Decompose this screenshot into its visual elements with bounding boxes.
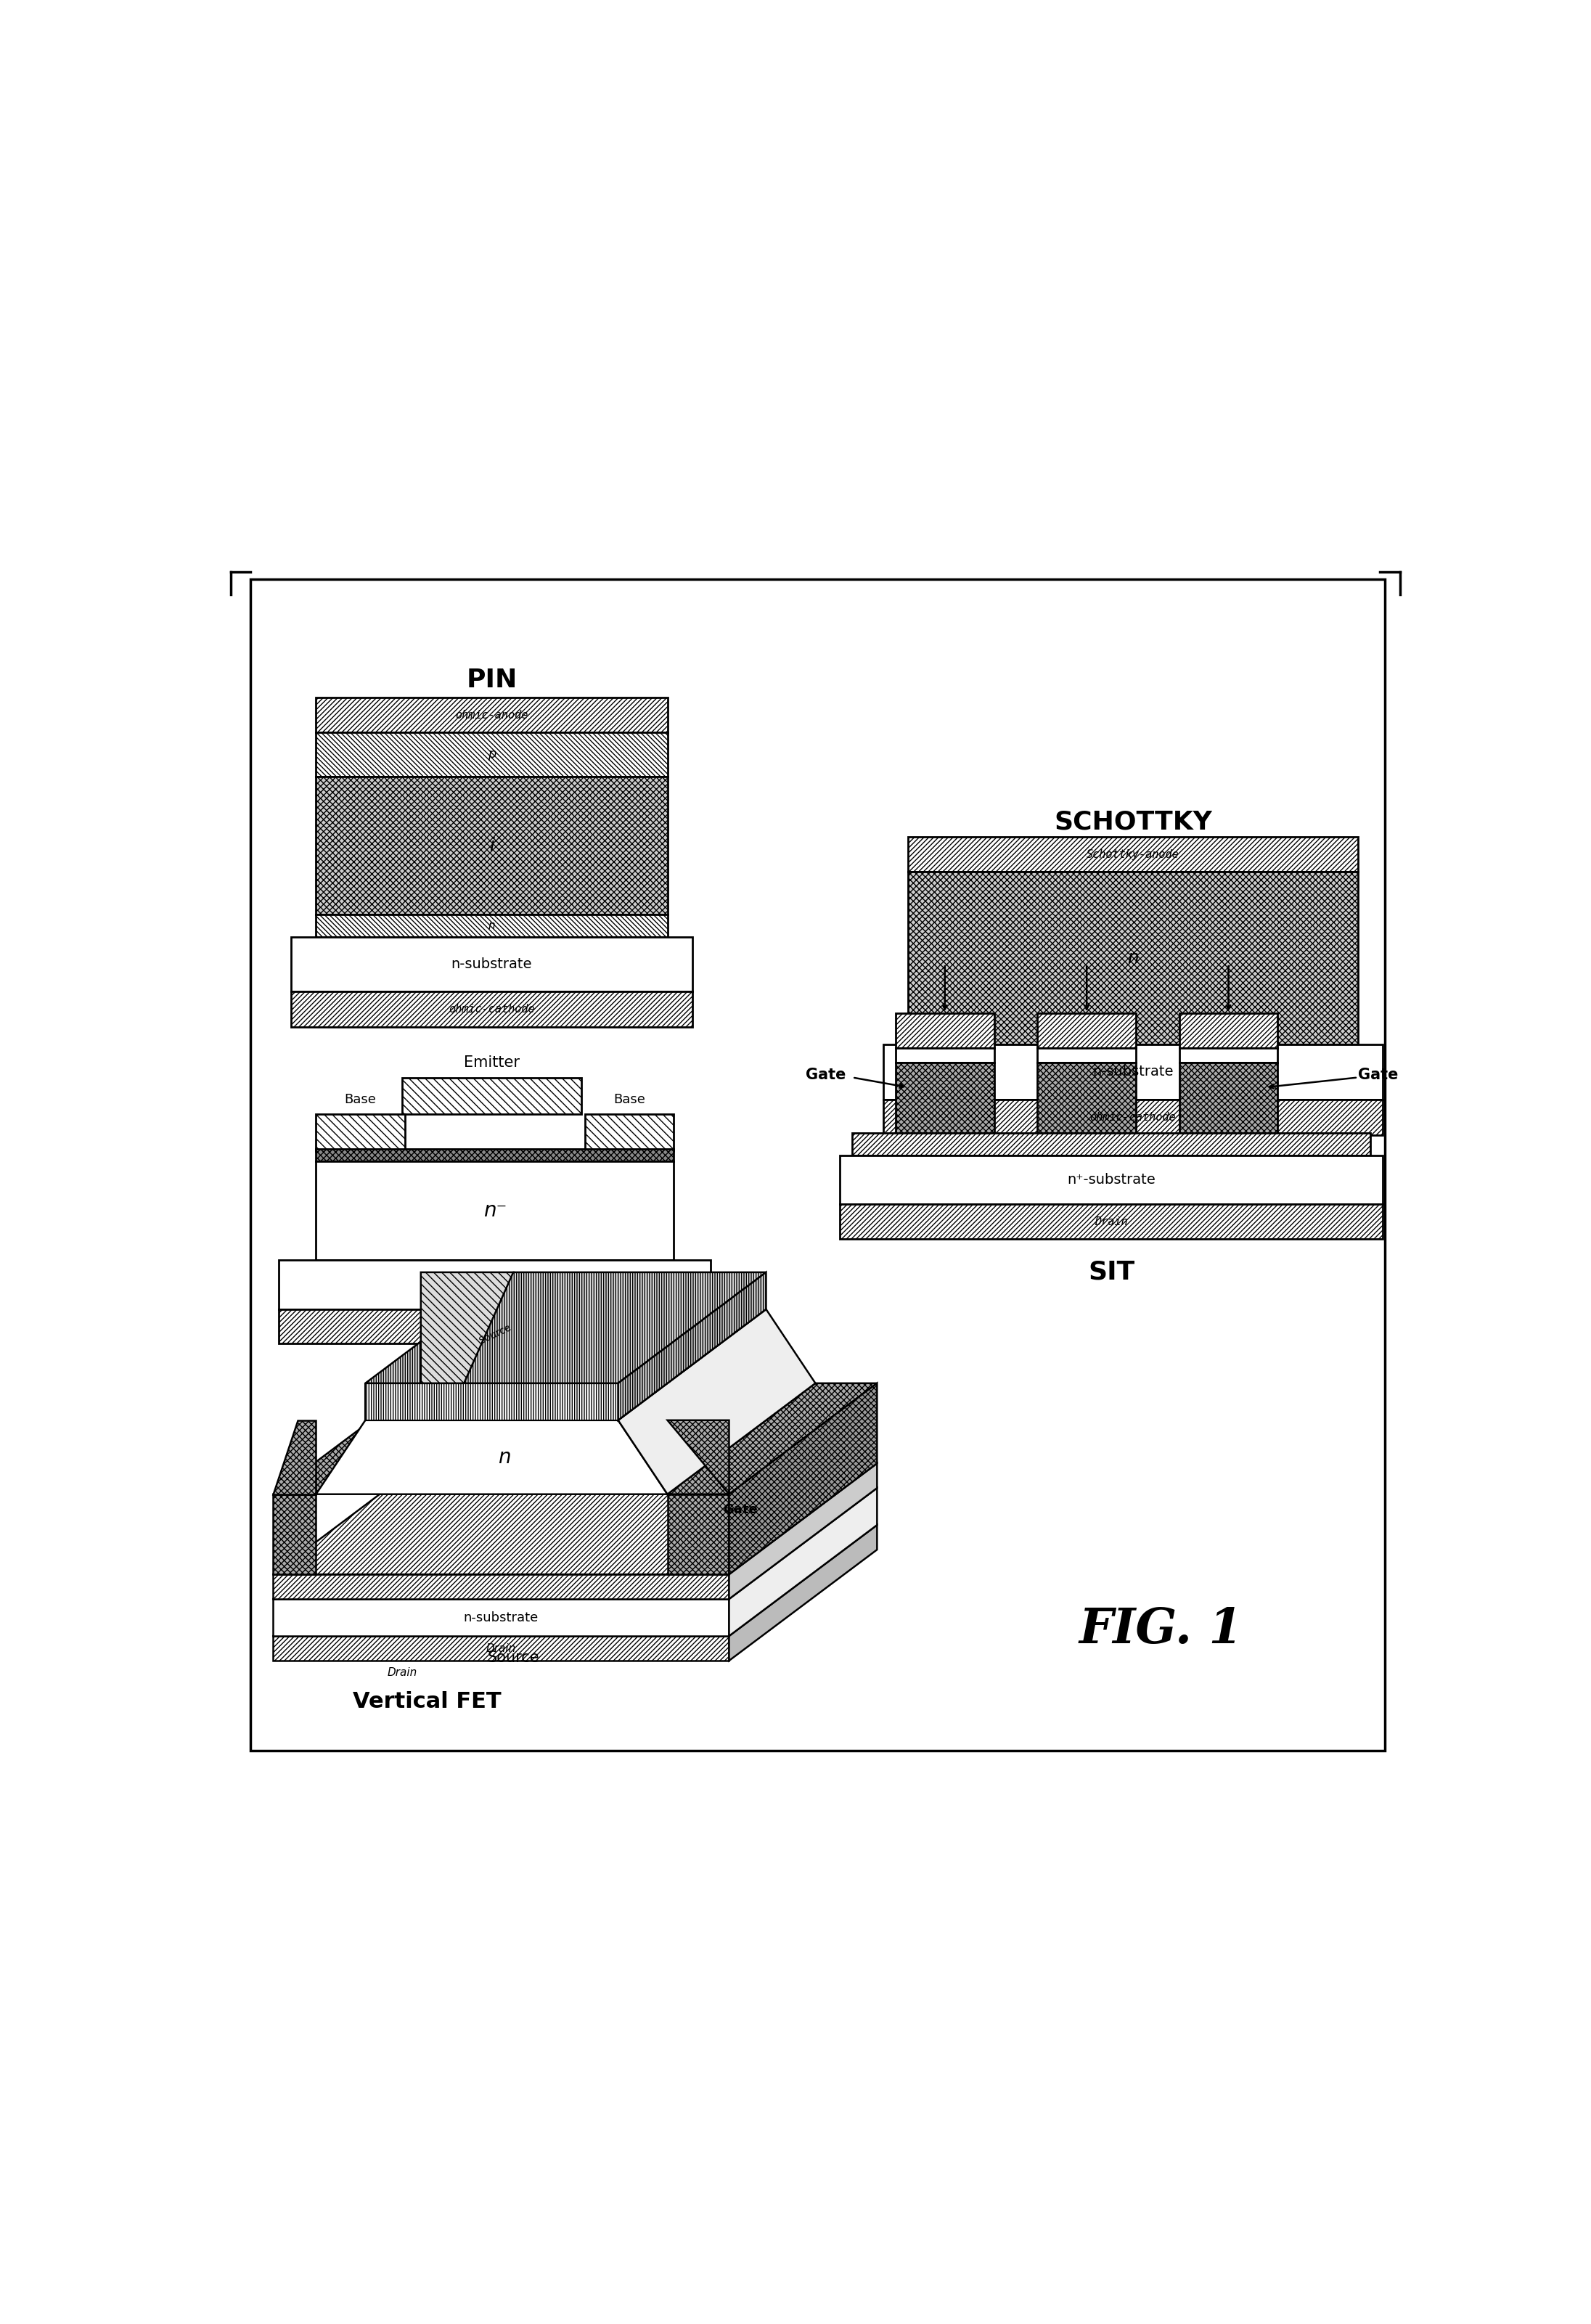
Bar — [908, 837, 1357, 872]
Polygon shape — [668, 1420, 729, 1494]
Polygon shape — [366, 1383, 617, 1420]
Text: Gate: Gate — [1357, 1067, 1398, 1083]
Bar — [1037, 1013, 1136, 1048]
Bar — [1037, 1062, 1136, 1136]
Bar — [317, 697, 668, 732]
Text: Gate: Gate — [807, 1067, 846, 1083]
Bar — [883, 1043, 1383, 1099]
Text: Source: Source — [487, 1650, 539, 1666]
Bar — [896, 1013, 994, 1048]
Text: n-substrate: n-substrate — [463, 1611, 538, 1624]
Polygon shape — [420, 1271, 514, 1383]
Polygon shape — [274, 1525, 877, 1636]
Bar — [896, 1048, 994, 1062]
Bar — [908, 872, 1357, 1043]
Polygon shape — [729, 1383, 877, 1573]
Text: Drain: Drain — [485, 1643, 515, 1655]
Bar — [317, 776, 668, 916]
Text: n-substrate: n-substrate — [1093, 1064, 1173, 1078]
Text: Emitter: Emitter — [463, 1055, 520, 1069]
Bar — [840, 1155, 1383, 1204]
Text: SCHOTTKY: SCHOTTKY — [1053, 809, 1212, 834]
Text: HBT: HBT — [471, 1348, 531, 1373]
Bar — [317, 1162, 673, 1260]
Text: Vertical FET: Vertical FET — [353, 1692, 501, 1713]
Text: Gate: Gate — [722, 1504, 757, 1515]
Text: Drain: Drain — [387, 1666, 417, 1678]
Bar — [1179, 1013, 1278, 1048]
Text: ohmic-anode: ohmic-anode — [455, 709, 528, 720]
Bar — [317, 1116, 404, 1150]
Text: Schottky-anode: Schottky-anode — [1087, 848, 1179, 860]
Polygon shape — [668, 1494, 729, 1573]
Polygon shape — [729, 1525, 877, 1662]
Bar — [317, 732, 668, 776]
Bar — [403, 1078, 581, 1116]
Bar — [291, 990, 692, 1027]
Bar — [883, 1099, 1383, 1136]
Polygon shape — [274, 1599, 729, 1636]
Text: Base: Base — [345, 1092, 377, 1106]
Polygon shape — [274, 1494, 317, 1573]
Polygon shape — [274, 1383, 465, 1494]
Polygon shape — [617, 1271, 765, 1420]
Text: n: n — [488, 920, 495, 932]
Bar — [317, 1148, 673, 1162]
Bar — [896, 1062, 994, 1136]
Text: Drain: Drain — [1095, 1215, 1128, 1227]
Text: n: n — [498, 1448, 511, 1466]
Polygon shape — [366, 1271, 765, 1383]
Bar — [317, 916, 668, 937]
Polygon shape — [274, 1420, 317, 1494]
Polygon shape — [274, 1487, 877, 1599]
Text: SIT: SIT — [1088, 1260, 1134, 1285]
Text: Source: Source — [477, 1322, 512, 1346]
Polygon shape — [274, 1464, 877, 1573]
Text: ohmic-cathode: ohmic-cathode — [1090, 1113, 1176, 1122]
Bar — [853, 1132, 1370, 1155]
Polygon shape — [274, 1636, 729, 1662]
Polygon shape — [668, 1383, 877, 1494]
Text: ohmic-cathode: ohmic-cathode — [449, 1004, 535, 1016]
Text: n⁺-substrate: n⁺-substrate — [1068, 1174, 1155, 1188]
Bar — [1037, 1048, 1136, 1062]
Bar — [1179, 1062, 1278, 1136]
Text: n: n — [1126, 948, 1139, 967]
Text: p: p — [487, 748, 496, 760]
Text: n-substrate: n-substrate — [455, 1278, 535, 1292]
Polygon shape — [729, 1464, 877, 1599]
Bar — [278, 1260, 711, 1308]
Bar — [291, 937, 692, 990]
Text: i: i — [488, 837, 495, 855]
Text: FIG. 1: FIG. 1 — [1079, 1606, 1243, 1652]
Text: Base: Base — [613, 1092, 644, 1106]
Polygon shape — [274, 1573, 729, 1599]
Polygon shape — [317, 1420, 668, 1494]
Text: n⁻: n⁻ — [484, 1202, 506, 1220]
Bar — [585, 1116, 673, 1150]
Polygon shape — [617, 1308, 816, 1494]
Text: PIN: PIN — [466, 667, 517, 693]
Polygon shape — [729, 1487, 877, 1636]
Bar — [1179, 1048, 1278, 1062]
Bar — [840, 1204, 1383, 1239]
Text: n-substrate: n-substrate — [452, 957, 531, 971]
Text: Collector: Collector — [465, 1320, 525, 1332]
Bar — [278, 1308, 711, 1343]
Polygon shape — [366, 1308, 765, 1420]
